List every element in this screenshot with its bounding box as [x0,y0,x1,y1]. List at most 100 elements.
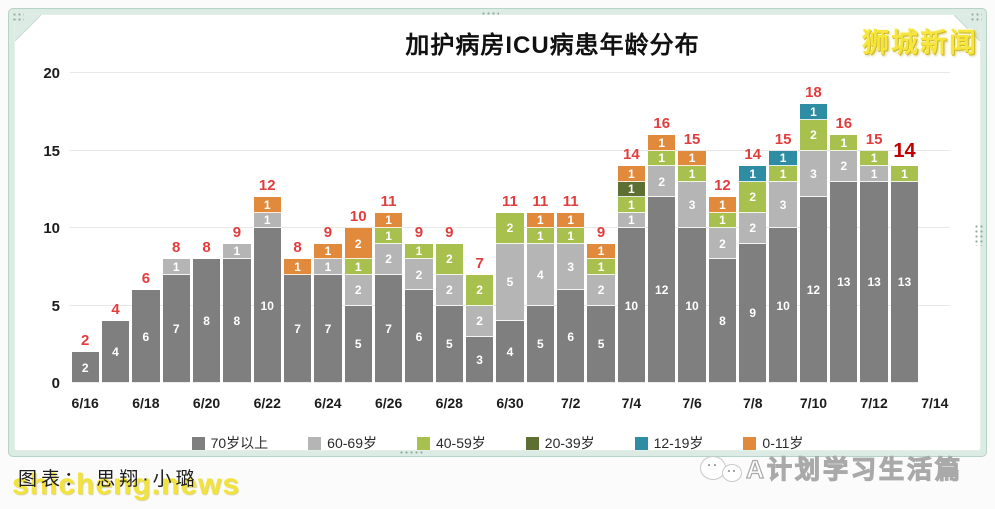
x-axis-tick-label: 7/8 [743,395,763,411]
x-axis-tick-label: 6/18 [132,395,160,411]
bar-total-label: 9 [445,223,454,241]
bar-segment: 2 [799,119,828,151]
bar-segment: 2 [739,181,767,213]
bar-segment: 6 [405,290,433,383]
bar-segment: 7 [314,274,342,383]
bar-group: 13 2 1 16 [830,115,858,383]
legend-swatch [191,436,205,450]
x-axis-tick-label: 6/16 [71,395,99,411]
gridline [70,149,950,151]
x-axis-tick-label: 6/22 [253,395,281,411]
legend-item: 20-39岁 [525,433,595,453]
bar-segment: 1 [708,197,737,213]
x-axis-tick-label: 6/30 [496,395,524,411]
bar-total-label: 16 [835,115,853,132]
bar-segment: 1 [678,150,706,166]
bar-group: 6 3 1 1 11 [557,193,585,383]
bar-total-label: 11 [532,192,549,210]
bar-total-label: 15 [865,130,883,148]
bar-segment: 2 [344,228,372,259]
bar-total-label: 9 [323,223,333,241]
bar-segment: 1 [314,243,342,259]
y-axis-tick-label: 10 [43,220,60,237]
gridline [70,72,950,73]
bar-segment: 4 [526,243,555,306]
legend-swatch [634,436,648,450]
legend-label: 70岁以上 [210,435,269,451]
news-watermark-badge: 狮城新闻 [862,28,978,58]
bar-segment: 3 [557,243,585,290]
bar-segment: 1 [314,259,342,275]
bar-group: 12 2 1 1 16 [648,115,676,383]
bar-segment: 10 [678,228,706,383]
bar-segment: 4 [496,321,524,383]
bar-segment: 12 [799,197,828,383]
bar-total-label: 15 [683,130,701,148]
bar-total-label: 9 [596,223,606,241]
bar-segment: 2 [496,212,524,244]
bar-total-label: 14 [893,140,916,162]
bar-total-label: 7 [475,254,484,272]
channel-name: A计划学习生活篇 [745,455,963,484]
bar-segment: 2 [435,243,463,275]
bar-total-label: 8 [202,239,211,256]
bar-total-label: 11 [502,192,518,210]
plot-area: 0 5 10 15 20 2 2 4 4 6 6 7 1 8 8 8 8 1 9 10 1 1 12 7 1 8 7 1 1 9 5 2 1 2 1… [43,65,950,411]
bar-segment: 1 [617,197,646,213]
y-axis-tick-label: 5 [51,297,60,315]
chart-card-frame: 加护病房ICU病患年龄分布 狮城新闻 0 5 10 15 20 2 2 4 4 6 6 7 1 8 8 8 8 1… [8,8,987,457]
bar-group: 4 5 2 11 [496,193,524,383]
bar-segment: 7 [162,274,190,383]
bar-segment: 1 [344,259,372,275]
site-watermark: shicheng.news [12,468,241,501]
bar-segment: 2 [71,352,99,383]
bar-segment: 8 [223,259,251,383]
bar-segment: 1 [283,259,312,275]
x-axis-tick-label: 7/12 [860,395,888,411]
bar-segment: 5 [496,243,524,321]
bar-total-label: 12 [714,177,731,194]
bar-segment: 1 [769,150,797,166]
x-axis-tick-label: 7/14 [921,395,949,411]
bar-segment: 1 [708,212,737,228]
bar-group: 7 2 1 1 11 [374,193,403,383]
bar-total-label: 15 [774,130,792,148]
bar-segment: 2 [344,274,372,306]
bar-total-label: 14 [744,146,762,163]
bar-total-label: 14 [623,146,640,163]
bar-segment: 2 [465,274,494,306]
legend-item: 40-59岁 [416,433,486,453]
bar-segment: 2 [830,150,858,182]
grip-dots-icon [970,12,982,21]
bar-segment: 1 [860,150,888,166]
bar-segment: 1 [557,212,585,228]
bar-total-label: 6 [141,270,151,287]
bar-segment: 1 [678,166,706,182]
bar-segment: 2 [374,243,403,275]
bar-segment: 6 [132,290,160,383]
bar-segment: 1 [830,135,858,151]
bar-segment: 8 [708,259,737,383]
bar-segment: 1 [374,228,403,244]
x-axis-tick-label: 7/2 [560,395,581,411]
bar-segment: 7 [283,274,312,383]
bar-segment: 12 [648,197,676,383]
bar-group: 9 2 2 1 14 [739,146,767,383]
chart-card-page: 加护病房ICU病患年龄分布 狮城新闻 0 5 10 15 20 2 2 4 4 6 6 7 1 8 8 8 8 1… [14,14,981,451]
bar-segment: 1 [769,166,797,182]
bar-segment: 13 [830,181,858,383]
legend-label: 60-69岁 [327,435,377,451]
bar-segment: 1 [648,135,676,151]
grip-dots-icon [481,11,499,16]
bar-total-label: 18 [805,84,822,101]
bar-segment: 2 [739,212,767,244]
bar-group: 10 3 1 1 15 [769,131,797,383]
bar-segment: 1 [526,228,555,244]
bar-segment: 13 [890,181,919,383]
bar-segment: 2 [648,166,676,197]
bar-group: 10 1 1 12 [253,177,281,383]
